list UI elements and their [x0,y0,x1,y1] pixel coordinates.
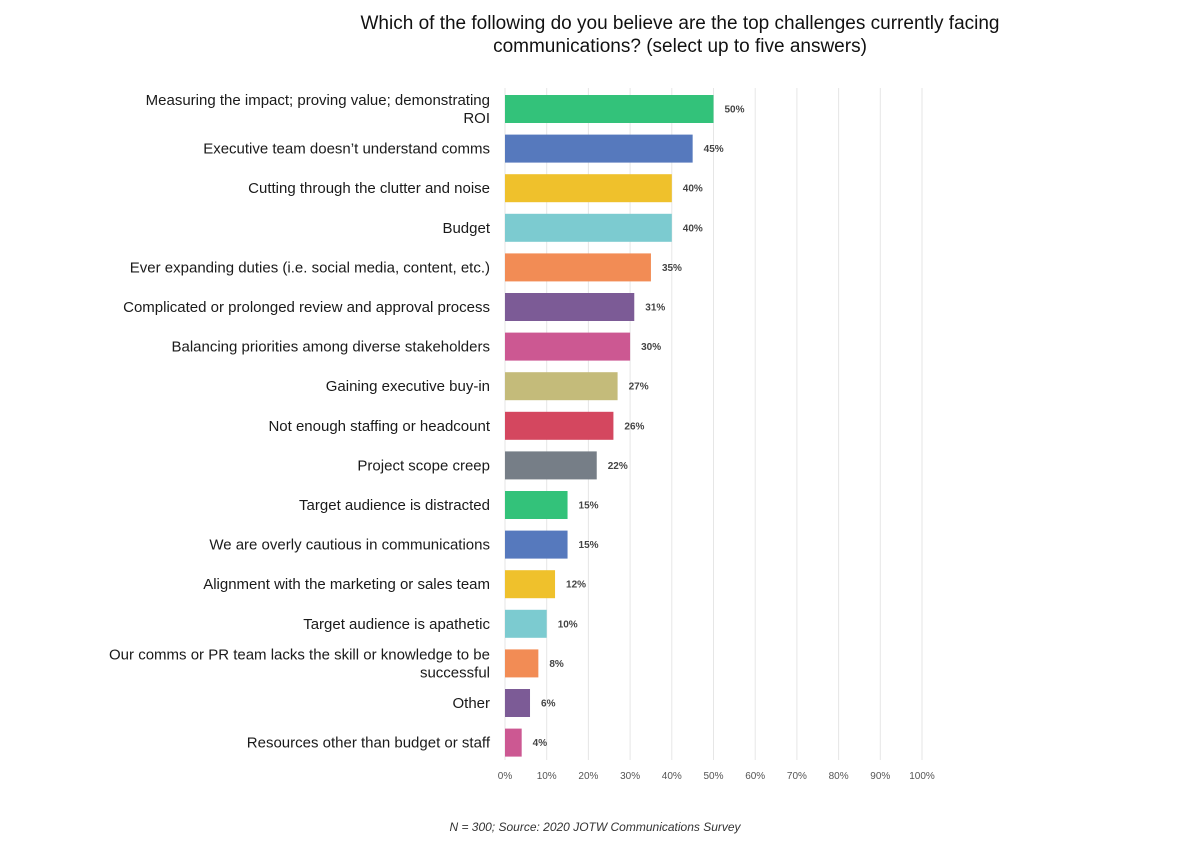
bar [505,134,693,163]
value-label: 6% [541,699,556,710]
x-tick-label: 20% [578,771,598,782]
category-label: Cutting through the clutter and noise [248,180,490,197]
category-label: Our comms or PR team lacks the skill or … [109,646,490,663]
x-tick-label: 100% [909,771,935,782]
chart-title: Which of the following do you believe ar… [300,12,1060,58]
bar [505,649,539,678]
value-label: 12% [566,580,586,591]
value-label: 26% [624,421,644,432]
category-label: Target audience is apathetic [303,616,490,633]
bar [505,530,568,559]
value-label: 27% [629,382,649,393]
value-label: 50% [725,105,745,116]
value-label: 10% [558,619,578,630]
category-label: Other [452,695,490,712]
category-label: Target audience is distracted [299,497,490,514]
category-label: Not enough staffing or headcount [268,418,490,435]
value-label: 40% [683,184,703,195]
category-label: Project scope creep [357,457,490,474]
category-label: Budget [442,220,490,237]
x-tick-label: 40% [662,771,682,782]
bar [505,728,522,757]
value-label: 30% [641,342,661,353]
bar [505,411,614,440]
value-label: 22% [608,461,628,472]
bar [505,95,714,123]
x-tick-label: 30% [620,771,640,782]
value-label: 8% [549,659,564,670]
source-footnote: N = 300; Source: 2020 JOTW Communication… [449,820,741,834]
value-label: 15% [579,501,599,512]
category-label: We are overly cautious in communications [209,537,490,554]
category-label: Ever expanding duties (i.e. social media… [130,259,490,276]
x-tick-label: 50% [703,771,723,782]
chart-title-line-1: Which of the following do you believe ar… [360,13,1000,34]
category-label: Complicated or prolonged review and appr… [123,299,490,316]
bar [505,372,618,401]
x-tick-label: 10% [537,771,557,782]
bar [505,213,672,242]
value-label: 31% [645,303,665,314]
bar [505,451,597,480]
x-tick-label: 70% [787,771,807,782]
value-label: 40% [683,223,703,234]
x-tick-label: 90% [870,771,890,782]
category-label: Balancing priorities among diverse stake… [171,339,490,356]
bar [505,253,651,282]
bar [505,609,547,638]
chart-title-line-2: communications? (select up to five answe… [493,36,867,57]
bar [505,332,631,361]
bar [505,293,635,321]
value-label: 35% [662,263,682,274]
category-label: Measuring the impact; proving value; dem… [146,92,490,109]
bar [505,570,556,599]
value-label: 45% [704,144,724,155]
value-label: 4% [533,738,548,749]
category-label: Executive team doesn’t understand comms [203,141,490,158]
x-tick-label: 60% [745,771,765,782]
bar [505,174,672,203]
category-label: successful [420,664,490,681]
category-label: Gaining executive buy-in [326,378,490,395]
category-label: Resources other than budget or staff [247,735,491,752]
category-label: ROI [463,110,490,127]
value-label: 15% [579,540,599,551]
x-tick-label: 0% [498,771,513,782]
bar [505,689,531,717]
category-label: Alignment with the marketing or sales te… [203,576,490,593]
bar [505,491,568,519]
x-tick-label: 80% [829,771,849,782]
